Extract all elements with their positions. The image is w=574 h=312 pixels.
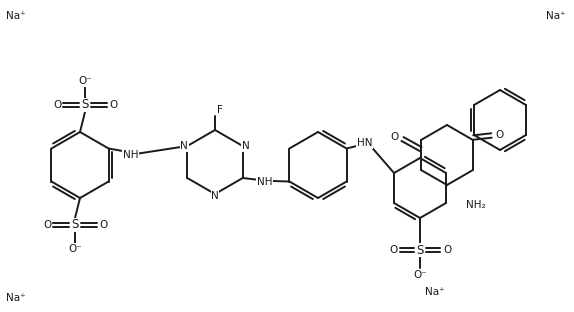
Text: N: N: [211, 191, 219, 201]
Text: Na⁺: Na⁺: [6, 11, 26, 21]
Text: S: S: [82, 99, 89, 111]
Text: O: O: [99, 220, 107, 230]
Text: O: O: [43, 220, 51, 230]
Text: O: O: [53, 100, 61, 110]
Text: O⁻: O⁻: [413, 270, 427, 280]
Text: O⁻: O⁻: [78, 76, 92, 86]
Text: Na⁺: Na⁺: [546, 11, 566, 21]
Text: HN: HN: [357, 139, 373, 149]
Text: NH: NH: [123, 149, 138, 159]
Text: O: O: [390, 132, 398, 142]
Text: F: F: [217, 105, 223, 115]
Text: N: N: [180, 141, 188, 151]
Text: Na⁺: Na⁺: [6, 293, 26, 303]
Text: Na⁺: Na⁺: [425, 287, 445, 297]
Text: O: O: [443, 245, 451, 255]
Text: N: N: [242, 141, 250, 151]
Text: S: S: [71, 218, 79, 232]
Text: O: O: [495, 130, 503, 140]
Text: O: O: [109, 100, 117, 110]
Text: NH₂: NH₂: [466, 200, 486, 210]
Text: S: S: [416, 243, 424, 256]
Text: O⁻: O⁻: [68, 244, 82, 254]
Text: NH: NH: [257, 177, 273, 187]
Text: O: O: [389, 245, 397, 255]
